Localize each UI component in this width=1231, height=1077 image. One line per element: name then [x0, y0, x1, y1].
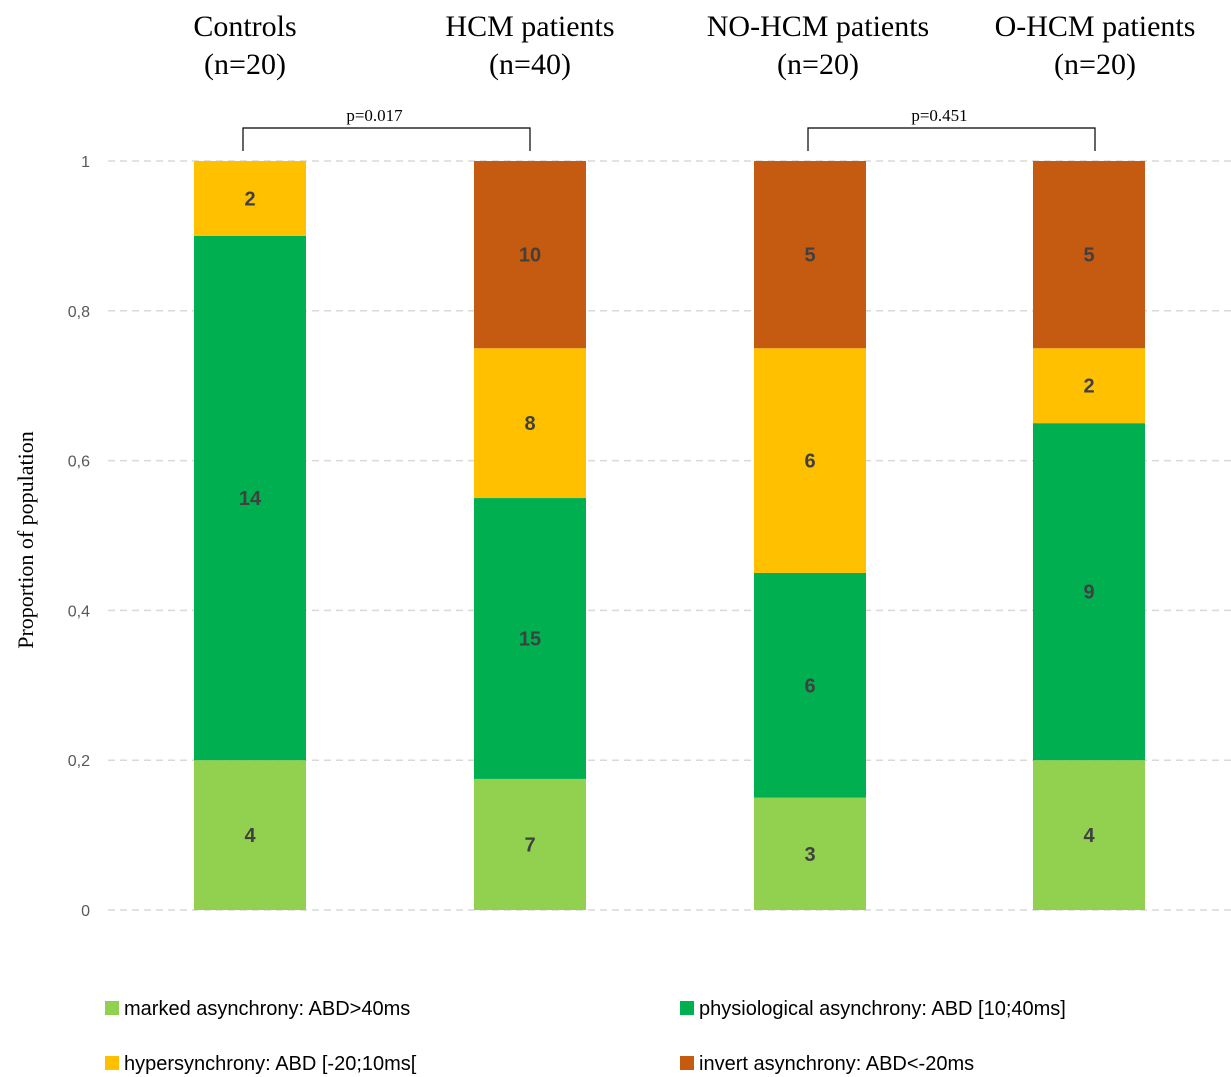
legend-label: marked asynchrony: ABD>40ms [124, 998, 410, 1020]
bar-segment [1033, 348, 1145, 424]
legend-swatch [680, 1056, 694, 1070]
legend-swatch [105, 1056, 119, 1070]
bar-segment [754, 572, 866, 798]
bar-segment [194, 235, 306, 761]
significance-bracket [807, 127, 1096, 151]
bar-segment [754, 348, 866, 573]
data-label: 3 [804, 844, 815, 866]
legend-label: physiological asynchrony: ABD [10;40ms] [699, 998, 1066, 1020]
y-axis-ticks: 0 0,2 0,4 0,6 0,8 1 [68, 154, 90, 920]
group-title: Controls [193, 10, 296, 43]
data-label: 7 [524, 834, 535, 856]
group-n-label: (n=20) [1054, 48, 1136, 81]
data-label: 6 [804, 451, 815, 473]
y-tick-label: 1 [81, 154, 90, 171]
p-value-label: p=0.017 [346, 106, 403, 125]
y-tick-label: 0,8 [68, 304, 90, 321]
bars [194, 161, 1145, 910]
group-title: HCM patients [445, 10, 614, 43]
bar-segment [1033, 760, 1145, 910]
legend-swatch [105, 1001, 119, 1015]
data-label: 2 [244, 188, 255, 210]
data-label: 14 [239, 488, 262, 510]
bar-segment [194, 760, 306, 910]
legend-label: hypersynchrony: ABD [-20;10ms[ [124, 1053, 417, 1075]
bar-segment [754, 797, 866, 910]
y-tick-label: 0,2 [68, 753, 90, 770]
bar-segment [474, 498, 586, 779]
group-title: O-HCM patients [995, 10, 1196, 43]
data-label: 6 [804, 675, 815, 697]
bar-segment [474, 348, 586, 499]
data-label: 9 [1083, 582, 1094, 604]
y-tick-label: 0,4 [68, 603, 90, 620]
data-label: 4 [1083, 825, 1095, 847]
bar-segment [474, 161, 586, 349]
data-label: 10 [519, 245, 541, 267]
group-title: NO-HCM patients [707, 10, 929, 43]
data-label: 5 [1083, 245, 1094, 267]
significance-bracket [242, 127, 531, 151]
group-n-label: (n=20) [204, 48, 286, 81]
data-label: 5 [804, 245, 815, 267]
group-n-label: (n=40) [489, 48, 571, 81]
legend: marked asynchrony: ABD>40ms physiological… [105, 998, 1066, 1075]
bar-segment [1033, 161, 1145, 349]
bar-segment [1033, 423, 1145, 761]
data-label: 2 [1083, 376, 1094, 398]
data-label: 8 [524, 413, 535, 435]
data-label: 4 [244, 825, 256, 847]
significance-brackets: p=0.017 p=0.451 [242, 106, 1096, 151]
data-label: 15 [519, 628, 541, 650]
group-titles: Controls (n=20) HCM patients (n=40) NO-HCM p… [193, 10, 1195, 81]
y-tick-label: 0,6 [68, 454, 90, 471]
legend-label: invert asynchrony: ABD<-20ms [699, 1053, 974, 1075]
bar-segment [754, 161, 866, 349]
data-labels: 4 14 2 7 15 8 10 3 6 6 5 4 9 2 5 [239, 188, 1096, 865]
p-value-label: p=0.451 [911, 106, 967, 125]
group-n-label: (n=20) [777, 48, 859, 81]
bar-segment [474, 778, 586, 910]
legend-swatch [680, 1001, 694, 1015]
y-tick-label: 0 [81, 903, 90, 920]
y-axis-label: Proportion of population [13, 431, 38, 649]
bar-segment [194, 161, 306, 236]
